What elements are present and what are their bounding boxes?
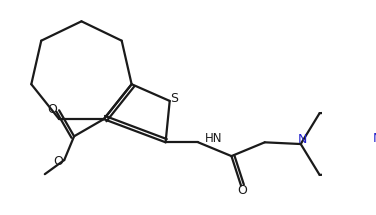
Text: S: S: [170, 92, 178, 105]
Text: HN: HN: [205, 132, 223, 145]
Text: N: N: [373, 132, 376, 144]
Text: O: O: [53, 155, 63, 168]
Text: N: N: [298, 133, 307, 146]
Text: O: O: [237, 184, 247, 197]
Text: O: O: [47, 103, 57, 116]
